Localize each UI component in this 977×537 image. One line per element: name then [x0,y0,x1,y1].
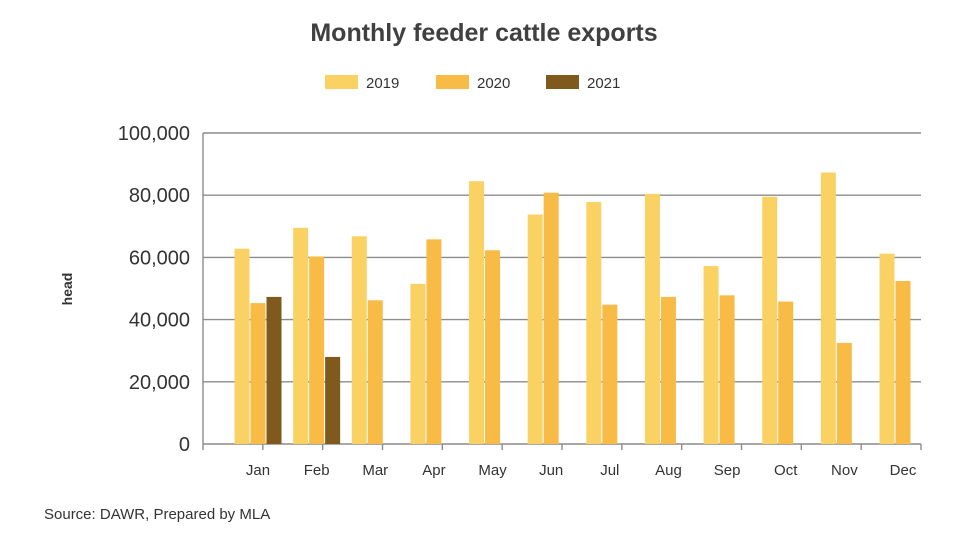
y-tick-label: 20,000 [129,372,190,394]
bar-2019-jan [234,248,250,444]
source-note: Source: DAWR, Prepared by MLA [44,506,270,523]
legend-swatch [436,75,469,89]
bar-2020-jun [543,192,559,444]
legend-label: 2019 [366,75,399,92]
legend-item-2021: 2021 [546,75,620,92]
x-tick-label: Jun [539,462,563,479]
x-tick-label: Oct [774,462,798,479]
x-tick-label: Apr [422,462,445,479]
bar-2019-aug [644,193,660,444]
legend-item-2020: 2020 [436,75,510,92]
x-tick-label: Dec [890,462,917,479]
bar-2020-oct [778,301,794,444]
bar-2020-mar [367,300,383,444]
bar-2020-jul [602,304,618,444]
x-tick-label: Mar [362,462,388,479]
bar-2019-may [469,181,485,444]
y-tick-label: 60,000 [129,247,190,269]
legend: 2019 2020 2021 [325,75,620,92]
y-tick-label: 80,000 [129,185,190,207]
bar-2019-feb [293,227,309,444]
x-tick-label: Feb [304,462,330,479]
y-tick-label: 100,000 [118,123,190,145]
bar-2019-sep [703,266,719,444]
bar-2020-sep [719,295,735,444]
chart-title: Monthly feeder cattle exports [310,19,657,47]
bar-2020-feb [309,256,325,444]
bar-2019-jun [527,214,543,444]
bar-2019-dec [879,253,895,444]
bar-2020-aug [660,296,676,444]
x-tick-label: May [478,462,507,479]
x-axis-ticks: Jan Feb Mar Apr May Jun Jul Aug Sep Oct Nov Dec [202,444,922,479]
bar-2021-jan [266,296,282,444]
bar-2020-nov [836,342,852,444]
legend-swatch [325,75,358,89]
x-tick-label: Aug [655,462,682,479]
legend-item-2019: 2019 [325,75,399,92]
y-axis-label: head [59,273,75,306]
bars [234,172,911,444]
legend-label: 2021 [587,75,620,92]
x-tick-label: Sep [714,462,741,479]
y-tick-label: 0 [179,434,190,456]
bar-2020-dec [895,281,911,444]
bar-2019-jul [586,202,602,444]
bar-2020-jan [250,303,266,444]
legend-swatch [546,75,579,89]
x-tick-label: Nov [831,462,858,479]
bar-2019-mar [351,236,367,444]
bar-2020-apr [426,239,442,444]
bar-2019-oct [762,196,778,444]
bar-2019-apr [410,283,426,444]
y-axis-ticks: 0 20,000 40,000 60,000 80,000 100,000 [118,123,190,456]
y-tick-label: 40,000 [129,310,190,332]
bar-2020-may [485,250,501,444]
bar-2019-nov [820,172,836,444]
legend-label: 2020 [477,75,510,92]
x-tick-label: Jan [246,462,270,479]
bar-2021-feb [325,356,341,444]
x-tick-label: Jul [600,462,619,479]
